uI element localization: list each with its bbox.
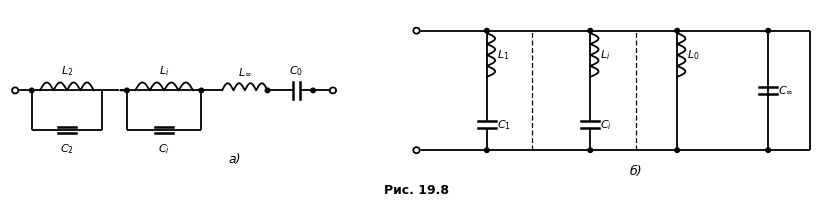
- Text: $L_0$: $L_0$: [687, 48, 700, 62]
- Circle shape: [485, 148, 489, 152]
- Text: $L_i$: $L_i$: [159, 64, 169, 78]
- Circle shape: [330, 87, 336, 94]
- Text: $C_i$: $C_i$: [158, 142, 170, 156]
- Circle shape: [766, 28, 771, 33]
- Text: $L_i$: $L_i$: [601, 48, 611, 62]
- Text: $L_2$: $L_2$: [61, 64, 73, 78]
- Text: $C_i$: $C_i$: [601, 118, 612, 132]
- Circle shape: [675, 148, 680, 152]
- Text: $L_\infty$: $L_\infty$: [238, 67, 252, 78]
- Circle shape: [265, 88, 270, 93]
- Circle shape: [675, 28, 680, 33]
- Circle shape: [29, 88, 34, 93]
- Circle shape: [199, 88, 204, 93]
- Circle shape: [12, 87, 18, 94]
- Text: $L_1$: $L_1$: [496, 48, 509, 62]
- Text: а): а): [228, 153, 241, 166]
- Text: Рис. 19.8: Рис. 19.8: [384, 184, 449, 197]
- Text: $C_1$: $C_1$: [496, 118, 511, 132]
- Circle shape: [485, 28, 489, 33]
- Circle shape: [588, 148, 592, 152]
- Circle shape: [413, 147, 420, 153]
- Circle shape: [766, 148, 771, 152]
- Circle shape: [125, 88, 129, 93]
- Text: $C_0$: $C_0$: [289, 65, 303, 78]
- Text: $C_2$: $C_2$: [60, 142, 74, 156]
- Text: б): б): [630, 164, 642, 178]
- Circle shape: [588, 28, 592, 33]
- Circle shape: [311, 88, 316, 93]
- Circle shape: [413, 28, 420, 34]
- Text: $C_\infty$: $C_\infty$: [778, 84, 794, 96]
